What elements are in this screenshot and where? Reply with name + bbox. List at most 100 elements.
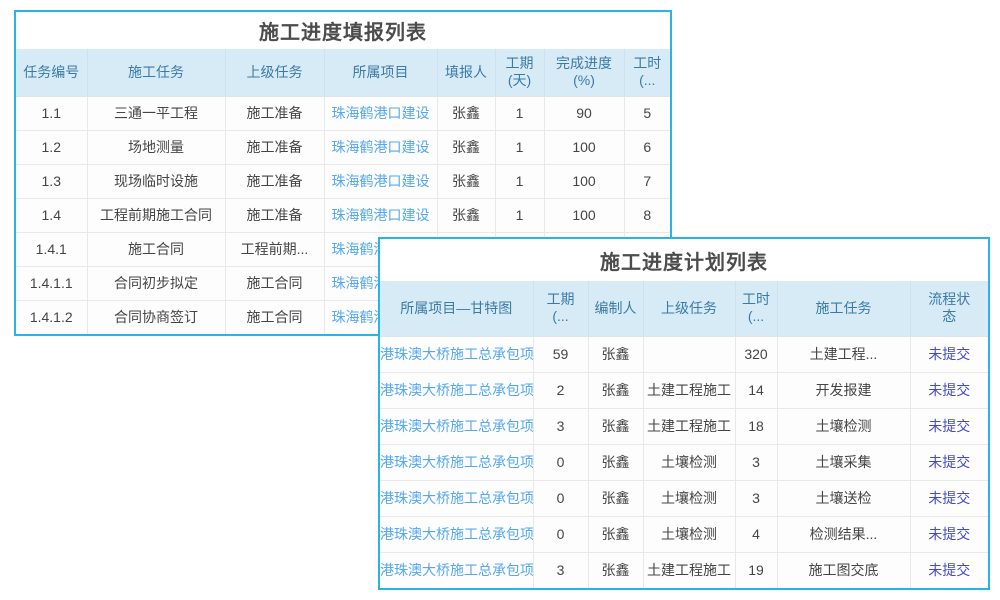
col-header-progress: 完成进度 (%) [543, 49, 624, 97]
cell: 0 [532, 516, 588, 553]
cell: 1 [494, 96, 544, 131]
cell: 张鑫 [587, 444, 643, 481]
cell: 土建工程... [776, 336, 910, 373]
cell: 90 [543, 96, 624, 131]
table-row: 1.4 工程前期施工合同 施工准备 珠海鹤港口建设 张鑫 1 100 8 [16, 198, 670, 233]
col-header-task: 施工任务 [776, 281, 910, 337]
status-link[interactable]: 未提交 [909, 372, 988, 409]
cell: 59 [532, 336, 588, 373]
col-header-reporter: 填报人 [436, 49, 495, 97]
cell: 1.4.1.1 [16, 266, 87, 301]
table-row: 1.2 场地测量 施工准备 珠海鹤港口建设 张鑫 1 100 6 [16, 130, 670, 165]
cell: 张鑫 [587, 336, 643, 373]
cell: 100 [543, 164, 624, 199]
cell: 张鑫 [587, 408, 643, 445]
table-row: 港珠澳大桥施工总承包项目 2 张鑫 土建工程施工 14 开发报建 未提交 [380, 372, 988, 409]
cell: 张鑫 [436, 164, 495, 199]
cell: 14 [734, 372, 777, 409]
cell: 100 [543, 198, 624, 233]
cell: 1.3 [16, 164, 87, 199]
table-row: 1.1 三通一平工程 施工准备 珠海鹤港口建设 张鑫 1 90 5 [16, 96, 670, 131]
cell: 1.4.1.2 [16, 300, 87, 334]
cell: 施工准备 [224, 198, 324, 233]
progress-plan-table: 所属项目—甘特图 工期 (... 编制人 上级任务 工时 (... 施工任务 流… [380, 281, 988, 588]
status-link[interactable]: 未提交 [909, 408, 988, 445]
project-gantt-link[interactable]: 港珠澳大桥施工总承包项目 [380, 372, 533, 409]
cell: 施工合同 [224, 300, 324, 334]
project-gantt-link[interactable]: 港珠澳大桥施工总承包项目 [380, 480, 533, 517]
cell: 土壤采集 [776, 444, 910, 481]
project-gantt-link[interactable]: 港珠澳大桥施工总承包项目 [380, 408, 533, 445]
cell: 土建工程施工 [642, 552, 735, 588]
cell: 施工准备 [224, 96, 324, 131]
status-link[interactable]: 未提交 [909, 516, 988, 553]
cell: 张鑫 [436, 130, 495, 165]
cell: 1.4 [16, 198, 87, 233]
cell: 施工图交底 [776, 552, 910, 588]
cell: 工程前期施工合同 [86, 198, 225, 233]
cell: 5 [623, 96, 670, 131]
status-link[interactable]: 未提交 [909, 480, 988, 517]
status-link[interactable]: 未提交 [909, 444, 988, 481]
cell: 3 [734, 480, 777, 517]
project-link[interactable]: 珠海鹤港口建设 [323, 96, 437, 131]
project-link[interactable]: 珠海鹤港口建设 [323, 164, 437, 199]
project-link[interactable]: 珠海鹤港口建设 [323, 198, 437, 233]
project-gantt-link[interactable]: 港珠澳大桥施工总承包项目 [380, 516, 533, 553]
cell: 3 [734, 444, 777, 481]
cell: 8 [623, 198, 670, 233]
progress-plan-title: 施工进度计划列表 [380, 239, 988, 281]
table-row: 港珠澳大桥施工总承包项目 3 张鑫 土建工程施工 19 施工图交底 未提交 [380, 552, 988, 588]
cell: 0 [532, 444, 588, 481]
cell: 18 [734, 408, 777, 445]
cell: 土壤检测 [642, 516, 735, 553]
status-link[interactable]: 未提交 [909, 552, 988, 588]
col-header-duration: 工期 (天) [494, 49, 544, 97]
col-header-work-hours: 工时 (... [734, 281, 777, 337]
cell: 开发报建 [776, 372, 910, 409]
cell: 1.4.1 [16, 232, 87, 267]
cell: 三通一平工程 [86, 96, 225, 131]
cell: 19 [734, 552, 777, 588]
table-row: 港珠澳大桥施工总承包项目 3 张鑫 土建工程施工 18 土壤检测 未提交 [380, 408, 988, 445]
cell: 张鑫 [436, 198, 495, 233]
cell: 检测结果... [776, 516, 910, 553]
cell: 2 [532, 372, 588, 409]
progress-plan-body: 港珠澳大桥施工总承包项目 59 张鑫 320 土建工程... 未提交 港珠澳大桥施工总承包项… [380, 336, 988, 588]
project-gantt-link[interactable]: 港珠澳大桥施工总承包项目 [380, 444, 533, 481]
cell: 合同协商签订 [86, 300, 225, 334]
cell: 土建工程施工 [642, 372, 735, 409]
col-header-flow-status: 流程状 态 [909, 281, 988, 337]
cell: 张鑫 [587, 516, 643, 553]
status-link[interactable]: 未提交 [909, 336, 988, 373]
cell: 土壤送检 [776, 480, 910, 517]
cell: 7 [623, 164, 670, 199]
cell: 张鑫 [587, 480, 643, 517]
project-link[interactable]: 珠海鹤港口建设 [323, 130, 437, 165]
cell: 土壤检测 [776, 408, 910, 445]
header-row: 所属项目—甘特图 工期 (... 编制人 上级任务 工时 (... 施工任务 流… [380, 281, 988, 337]
header-row: 任务编号 施工任务 上级任务 所属项目 填报人 工期 (天) 完成进度 (%) … [16, 49, 670, 97]
cell: 施工准备 [224, 164, 324, 199]
cell: 3 [532, 552, 588, 588]
col-header-work-hours: 工时 (... [623, 49, 670, 97]
col-header-parent-task: 上级任务 [642, 281, 735, 337]
table-row: 港珠澳大桥施工总承包项目 0 张鑫 土壤检测 3 土壤采集 未提交 [380, 444, 988, 481]
col-header-author: 编制人 [587, 281, 643, 337]
cell: 工程前期... [224, 232, 324, 267]
cell: 4 [734, 516, 777, 553]
cell: 张鑫 [587, 372, 643, 409]
cell: 1 [494, 198, 544, 233]
project-gantt-link[interactable]: 港珠澳大桥施工总承包项目 [380, 336, 533, 373]
cell: 1 [494, 164, 544, 199]
table-row: 港珠澳大桥施工总承包项目 0 张鑫 土壤检测 3 土壤送检 未提交 [380, 480, 988, 517]
col-header-duration: 工期 (... [532, 281, 588, 337]
cell: 土建工程施工 [642, 408, 735, 445]
project-gantt-link[interactable]: 港珠澳大桥施工总承包项目 [380, 552, 533, 588]
progress-report-title: 施工进度填报列表 [16, 12, 670, 49]
table-row: 港珠澳大桥施工总承包项目 59 张鑫 320 土建工程... 未提交 [380, 336, 988, 373]
table-row: 港珠澳大桥施工总承包项目 0 张鑫 土壤检测 4 检测结果... 未提交 [380, 516, 988, 553]
cell: 场地测量 [86, 130, 225, 165]
cell: 3 [532, 408, 588, 445]
